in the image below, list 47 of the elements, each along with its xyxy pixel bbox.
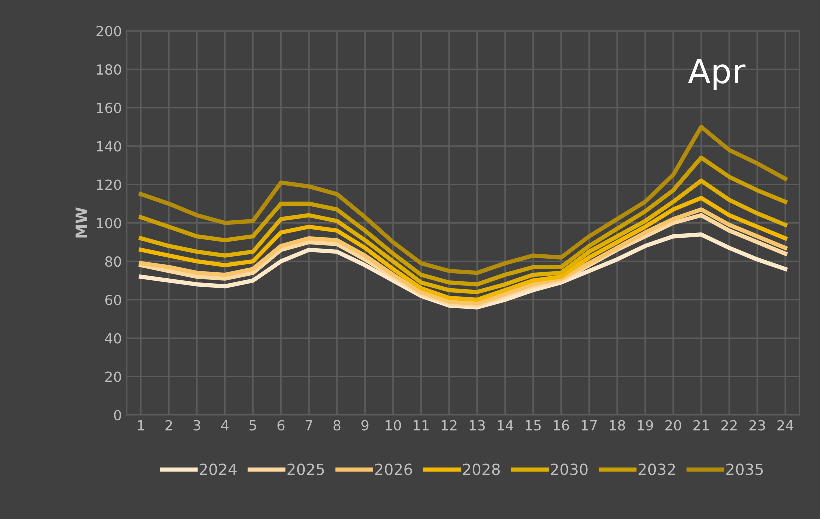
y-tick-label: 200 bbox=[96, 26, 122, 37]
legend-label: 2026 bbox=[376, 464, 412, 476]
x-tick-label: 20 bbox=[666, 420, 682, 431]
legend-label: 2030 bbox=[551, 464, 588, 476]
y-tick-label: 0 bbox=[114, 410, 122, 421]
x-tick-label: 21 bbox=[694, 420, 709, 431]
legend-label: 2032 bbox=[638, 464, 676, 476]
x-tick-label: 9 bbox=[362, 420, 369, 431]
y-tick-label: 100 bbox=[97, 218, 122, 229]
legend-label: 2024 bbox=[200, 464, 237, 476]
x-tick-label: 12 bbox=[442, 420, 457, 431]
x-tick-label: 6 bbox=[278, 420, 285, 431]
x-tick-label: 22 bbox=[722, 420, 737, 431]
x-tick-label: 5 bbox=[250, 420, 256, 431]
y-tick-label: 20 bbox=[106, 372, 122, 382]
y-axis-title: MW bbox=[76, 208, 87, 238]
x-tick-label: 15 bbox=[526, 420, 541, 431]
y-tick-label: 160 bbox=[97, 102, 122, 114]
legend-label: 2035 bbox=[726, 464, 764, 476]
x-tick-label: 10 bbox=[386, 420, 402, 431]
x-tick-label: 3 bbox=[194, 420, 200, 431]
x-tick-label: 14 bbox=[498, 420, 514, 431]
x-tick-label: 16 bbox=[554, 420, 570, 431]
legend-label: 2028 bbox=[463, 464, 500, 476]
legend-label: 2025 bbox=[288, 464, 324, 476]
x-tick-label: 8 bbox=[334, 420, 341, 431]
text: Apr bbox=[688, 59, 746, 90]
x-tick-label: 4 bbox=[221, 420, 229, 431]
y-tick-label: 120 bbox=[97, 180, 122, 190]
x-tick-label: 1 bbox=[138, 420, 144, 431]
x-tick-label: 13 bbox=[470, 420, 486, 431]
y-tick-label: 140 bbox=[97, 141, 122, 152]
y-tick-label: 80 bbox=[106, 256, 122, 268]
x-tick-label: 23 bbox=[750, 420, 766, 431]
y-tick-label: 60 bbox=[106, 294, 122, 306]
line-series bbox=[139, 125, 788, 276]
line-series bbox=[139, 178, 788, 294]
x-tick-label: 19 bbox=[638, 420, 654, 431]
x-tick-label: 2 bbox=[166, 420, 172, 431]
x-tick-label: 18 bbox=[610, 420, 626, 431]
line-series bbox=[139, 156, 788, 287]
x-tick-label: 7 bbox=[306, 420, 312, 431]
x-tick-label: 11 bbox=[414, 420, 429, 431]
y-tick-label: 40 bbox=[105, 333, 122, 344]
x-tick-label: 17 bbox=[582, 420, 598, 431]
x-tick-label: 24 bbox=[778, 420, 794, 431]
y-tick-label: 180 bbox=[97, 64, 122, 76]
